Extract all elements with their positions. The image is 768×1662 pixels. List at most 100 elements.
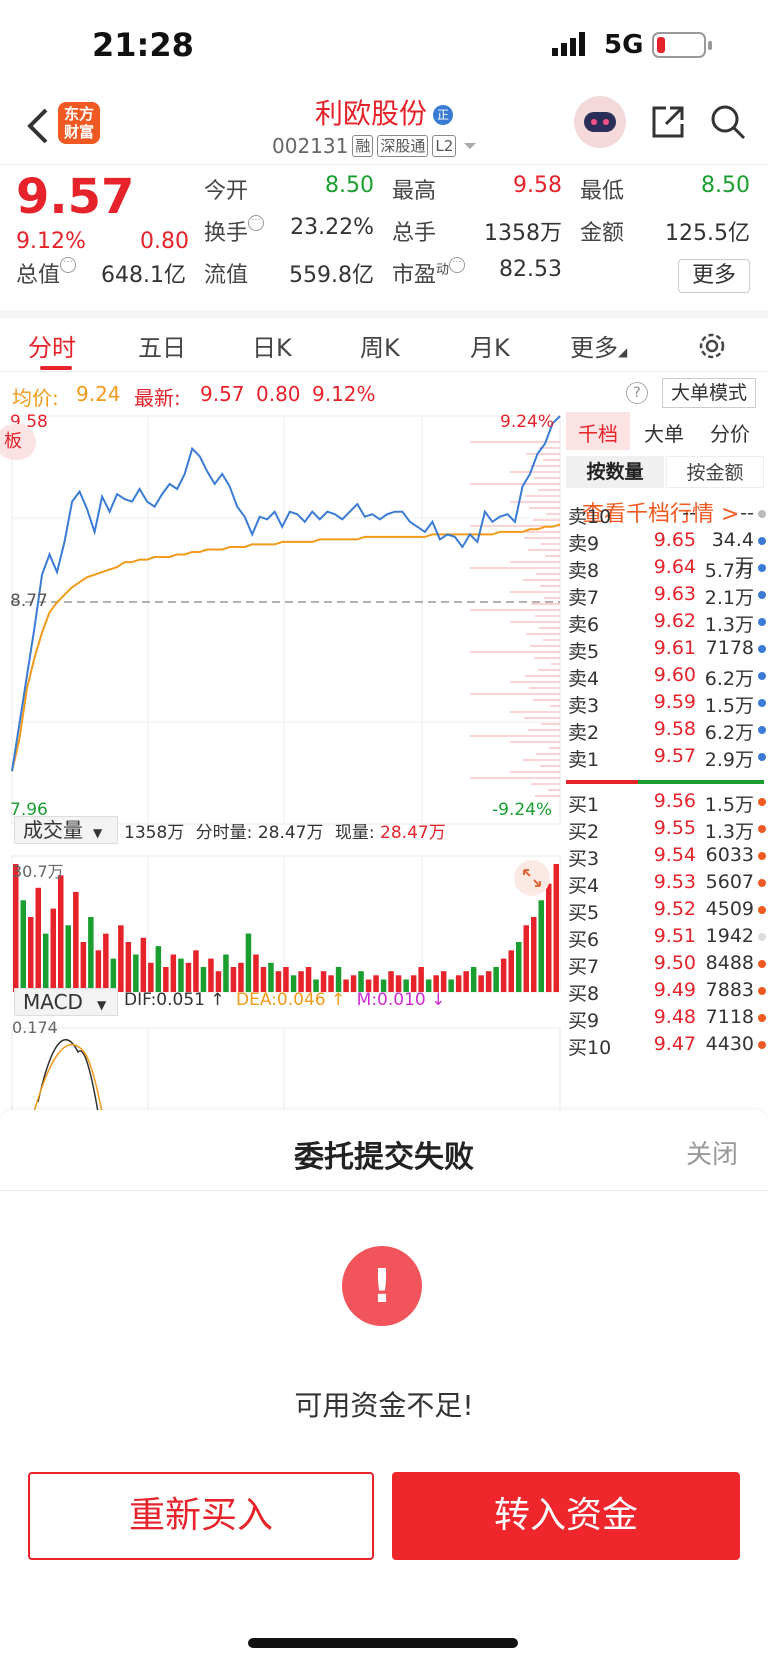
- volume-bar: [320, 971, 327, 992]
- info-icon[interactable]: ···: [248, 215, 265, 231]
- info-icon[interactable]: ···: [449, 257, 466, 273]
- volume-bar: [433, 975, 439, 992]
- volume-bar: [283, 967, 289, 992]
- open-value: 8.50: [325, 173, 374, 198]
- verified-badge-icon: 正: [433, 105, 453, 125]
- transfer-funds-button[interactable]: 转入资金: [392, 1472, 740, 1560]
- order-dot-icon: [758, 933, 766, 941]
- tab-weekly-k[interactable]: 周K: [360, 334, 400, 362]
- expand-icon[interactable]: [514, 860, 550, 896]
- close-button[interactable]: 关闭: [686, 1140, 739, 1170]
- volume-bar: [328, 975, 334, 992]
- bid-row[interactable]: 买7 9.50 8488: [566, 952, 766, 980]
- axis-low-pct: -9.24%: [492, 800, 553, 820]
- ask-row[interactable]: 卖5 9.61 7178: [566, 637, 766, 665]
- nav-bar: 东方 财富 利欧股份正 002131 融 深股通 L2: [0, 90, 768, 164]
- subtab-by-quantity[interactable]: 按数量: [566, 456, 664, 488]
- volume-bar: [223, 954, 229, 992]
- ask-row[interactable]: 卖2 9.58 6.2万: [566, 718, 766, 746]
- bid-volume: 7883: [705, 979, 754, 1001]
- volume-bar: [200, 967, 207, 992]
- bid-row[interactable]: 买3 9.54 6033: [566, 844, 766, 872]
- macd-indicator-select[interactable]: MACD ▼: [14, 988, 118, 1016]
- order-dot-icon: [758, 879, 766, 887]
- tab-price-dist[interactable]: 分价: [710, 422, 750, 446]
- float-cap-label: 流值: [204, 263, 249, 288]
- gear-icon[interactable]: [696, 330, 728, 362]
- ask-row[interactable]: 卖7 9.63 2.1万: [566, 583, 766, 611]
- robot-assistant-icon[interactable]: [574, 96, 626, 148]
- amount-value: 125.5亿: [665, 221, 750, 246]
- volume-bar: [95, 950, 102, 992]
- market-cap-value: 648.1亿: [101, 263, 186, 288]
- volume-bar: [298, 971, 304, 992]
- share-icon[interactable]: [648, 102, 688, 142]
- bid-level: 买10: [568, 1037, 612, 1059]
- bid-row[interactable]: 买8 9.49 7883: [566, 979, 766, 1007]
- ask-row[interactable]: 卖10 -- --: [566, 502, 766, 530]
- axis-prev-close: 8.77: [10, 591, 48, 611]
- ask-row[interactable]: 卖1 9.57 2.9万: [566, 745, 766, 773]
- tab-daily-k[interactable]: 日K: [252, 334, 292, 362]
- order-dot-icon: [758, 726, 766, 734]
- volume-bar: [395, 975, 402, 992]
- ask-volume: 5.7万: [704, 560, 754, 582]
- stock-code-row[interactable]: 002131 融 深股通 L2: [272, 134, 480, 158]
- view-thousand-levels-link[interactable]: 查看千档行情 >: [582, 502, 740, 527]
- ask-row[interactable]: 卖9 9.65 34.4万: [566, 529, 766, 577]
- ask-level: 卖10: [568, 506, 612, 528]
- subtab-by-amount[interactable]: 按金额: [666, 456, 764, 488]
- order-dot-icon: [758, 960, 766, 968]
- order-dot-icon: [758, 906, 766, 914]
- macd-info: DIF:0.051 ↑ DEA:0.046 ↑ M:0.010 ↓: [124, 990, 446, 1010]
- ask-price: 9.65: [653, 529, 696, 551]
- tab-thousand-levels[interactable]: 千档: [578, 422, 618, 446]
- ask-row[interactable]: 卖8 9.64 5.7万: [566, 556, 766, 584]
- ask-level: 卖1: [568, 749, 600, 771]
- volume-bar: [313, 979, 319, 992]
- back-icon[interactable]: [24, 106, 54, 146]
- latest-change: 0.80: [256, 382, 301, 406]
- big-order-mode-button[interactable]: 大单模式: [662, 378, 756, 408]
- ask-row[interactable]: 卖3 9.59 1.5万: [566, 691, 766, 719]
- bid-row[interactable]: 买10 9.47 4430: [566, 1033, 766, 1061]
- float-cap-value: 559.8亿: [289, 263, 374, 288]
- bid-price: 9.55: [653, 817, 696, 839]
- volume-indicator-select[interactable]: 成交量 ▼: [14, 816, 118, 844]
- intraday-chart[interactable]: 9.58 9.24% 8.77 7.96 -9.24% 板 成交量 ▼ 1358万…: [0, 412, 562, 1113]
- macd-dea-line: [33, 1043, 103, 1113]
- bid-row[interactable]: 买2 9.55 1.3万: [566, 817, 766, 845]
- bid-row[interactable]: 买6 9.51 1942: [566, 925, 766, 953]
- ask-price: 9.59: [653, 691, 696, 713]
- ask-row[interactable]: 卖4 9.60 6.2万: [566, 664, 766, 692]
- bid-price: 9.50: [653, 952, 696, 974]
- open-label: 今开: [204, 179, 249, 204]
- more-button[interactable]: 更多: [678, 259, 750, 293]
- tab-more[interactable]: 更多◢: [570, 334, 628, 362]
- avg-label: 均价:: [12, 386, 59, 410]
- ask-row[interactable]: 卖6 9.62 1.3万: [566, 610, 766, 638]
- rebuy-button[interactable]: 重新买入: [28, 1472, 374, 1560]
- home-indicator[interactable]: [248, 1638, 518, 1648]
- tab-five-day[interactable]: 五日: [138, 334, 186, 362]
- latest-value: 9.57: [200, 382, 245, 406]
- bid-volume: 1942: [705, 925, 754, 947]
- bid-row[interactable]: 买5 9.52 4509: [566, 898, 766, 926]
- volume-bar: [523, 925, 529, 992]
- bid-row[interactable]: 买4 9.53 5607: [566, 871, 766, 899]
- info-icon[interactable]: ···: [60, 257, 77, 273]
- volume-info: 1358万 分时量: 28.47万 现量: 28.47万: [124, 818, 446, 843]
- price-line: [11, 415, 561, 772]
- help-icon[interactable]: ?: [626, 382, 648, 404]
- minute-volume-value: 28.47万: [257, 823, 324, 843]
- volume-bar: [275, 971, 282, 992]
- tab-monthly-k[interactable]: 月K: [470, 334, 510, 362]
- low-label: 最低: [580, 179, 625, 204]
- order-dot-icon: [758, 987, 766, 995]
- bid-row[interactable]: 买9 9.48 7118: [566, 1006, 766, 1034]
- bid-level: 买1: [568, 794, 600, 816]
- search-icon[interactable]: [708, 102, 748, 142]
- tab-intraday[interactable]: 分时: [28, 334, 76, 362]
- tab-big-orders[interactable]: 大单: [644, 422, 684, 446]
- bid-row[interactable]: 买1 9.56 1.5万: [566, 790, 766, 818]
